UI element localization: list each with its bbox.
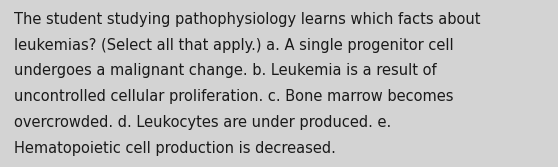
Text: uncontrolled cellular proliferation. c. Bone marrow becomes: uncontrolled cellular proliferation. c. …	[14, 89, 454, 104]
Text: Hematopoietic cell production is decreased.: Hematopoietic cell production is decreas…	[14, 141, 336, 156]
Text: leukemias? (Select all that apply.) a. A single progenitor cell: leukemias? (Select all that apply.) a. A…	[14, 38, 454, 53]
Text: undergoes a malignant change. b. Leukemia is a result of: undergoes a malignant change. b. Leukemi…	[14, 63, 436, 78]
Text: The student studying pathophysiology learns which facts about: The student studying pathophysiology lea…	[14, 12, 480, 27]
Text: overcrowded. d. Leukocytes are under produced. e.: overcrowded. d. Leukocytes are under pro…	[14, 115, 391, 130]
